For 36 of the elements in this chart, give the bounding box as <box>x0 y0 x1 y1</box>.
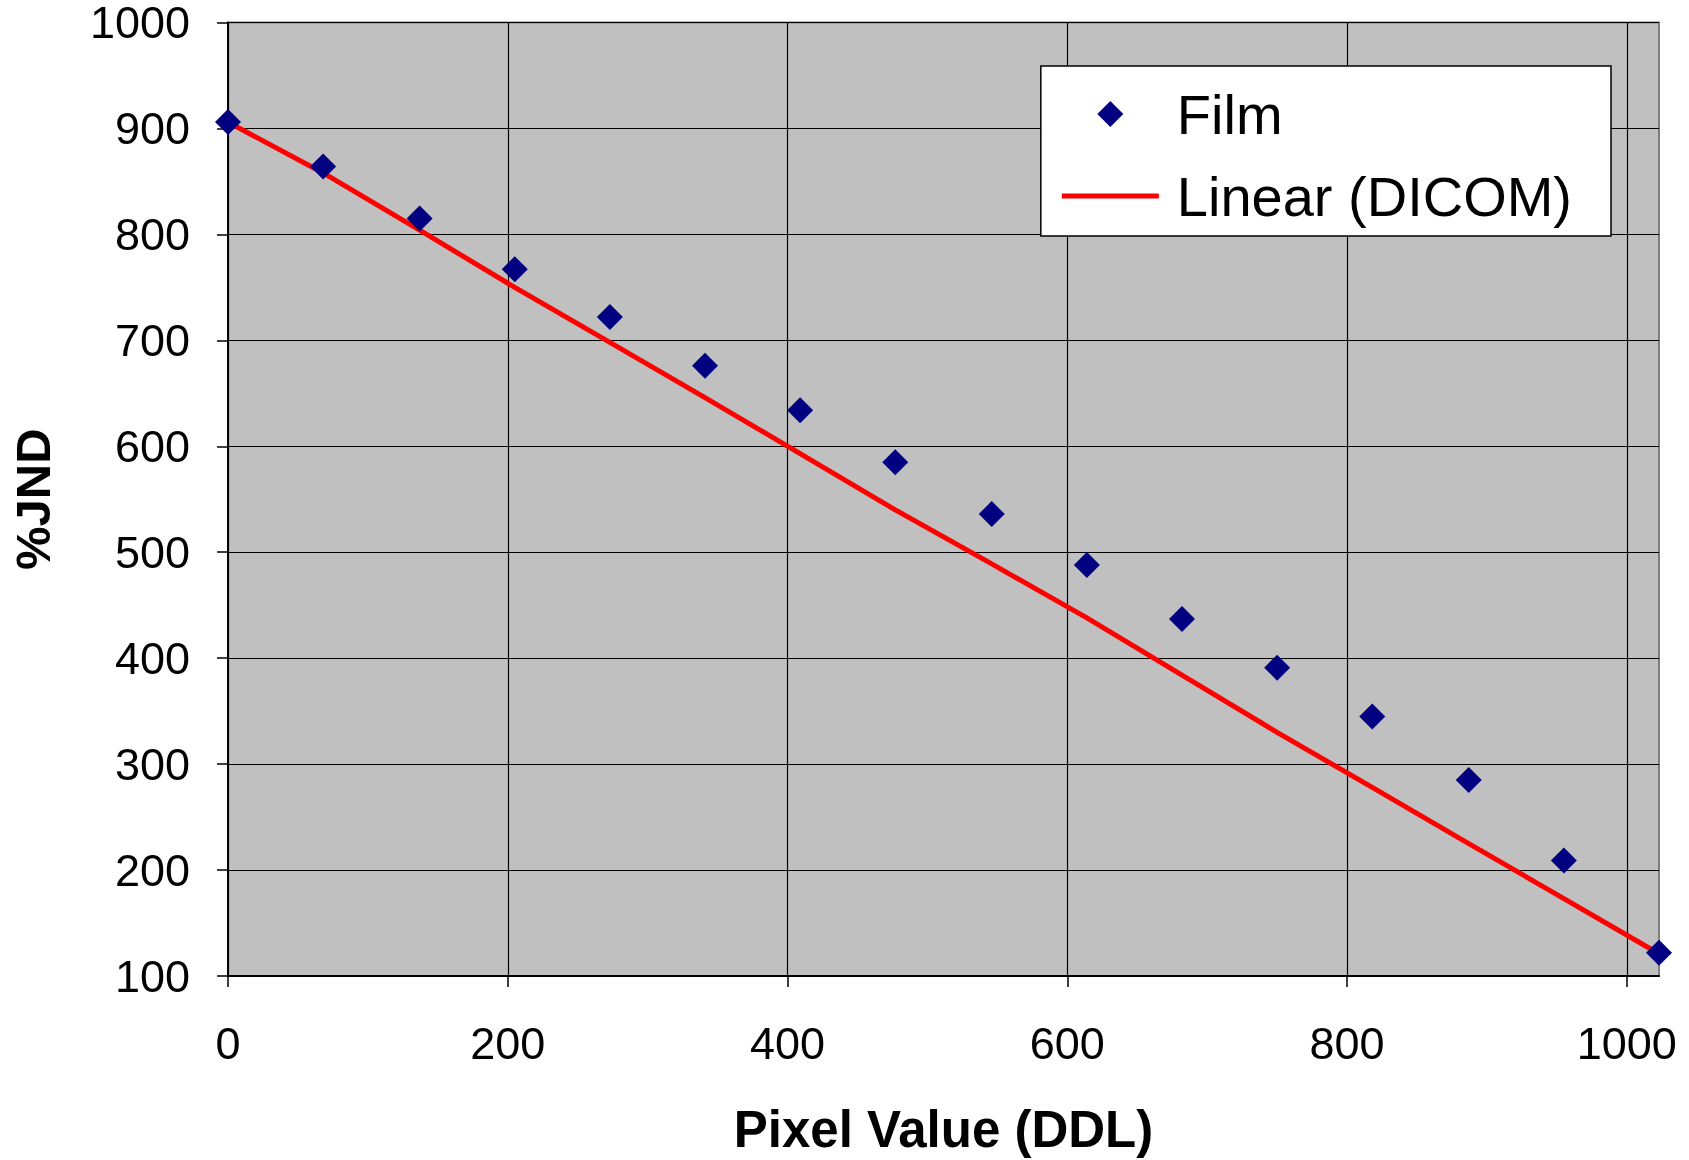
y-tick-label: 300 <box>114 738 190 790</box>
x-tick-label: 1000 <box>1576 1018 1677 1069</box>
x-tick-label: 800 <box>1309 1018 1385 1069</box>
point <box>1646 939 1672 966</box>
point <box>978 501 1005 528</box>
legend-label: Film <box>1176 82 1283 146</box>
legend-label: Linear (DICOM) <box>1176 164 1572 228</box>
x-tick-label: 200 <box>470 1018 546 1069</box>
point <box>692 352 718 379</box>
x-tick-label: 400 <box>749 1018 826 1069</box>
y-tick-label: 700 <box>114 314 190 366</box>
y-tick-label: 1000 <box>89 0 190 48</box>
point <box>882 449 909 476</box>
point <box>1455 767 1482 793</box>
point <box>406 205 433 232</box>
point <box>1169 605 1195 632</box>
y-tick-label: 100 <box>114 950 190 1002</box>
point <box>215 109 241 136</box>
y-axis-title: %JND <box>5 428 60 571</box>
point <box>1550 847 1577 874</box>
point <box>596 304 623 331</box>
point <box>1073 551 1100 578</box>
y-tick-label: 900 <box>114 102 190 154</box>
point <box>787 397 814 424</box>
y-tick-label: 600 <box>114 420 190 472</box>
point <box>1359 703 1386 730</box>
y-tick-label: 200 <box>114 844 190 896</box>
y-tick-label: 400 <box>114 632 190 684</box>
x-tick-label: 0 <box>215 1018 241 1069</box>
point <box>1264 654 1291 681</box>
x-tick-label: 600 <box>1029 1018 1105 1069</box>
y-tick-label: 800 <box>114 208 190 260</box>
point <box>310 153 337 180</box>
point <box>501 256 528 283</box>
y-tick-label: 500 <box>114 526 190 578</box>
x-axis-title: Pixel Value (DDL) <box>733 1101 1154 1158</box>
